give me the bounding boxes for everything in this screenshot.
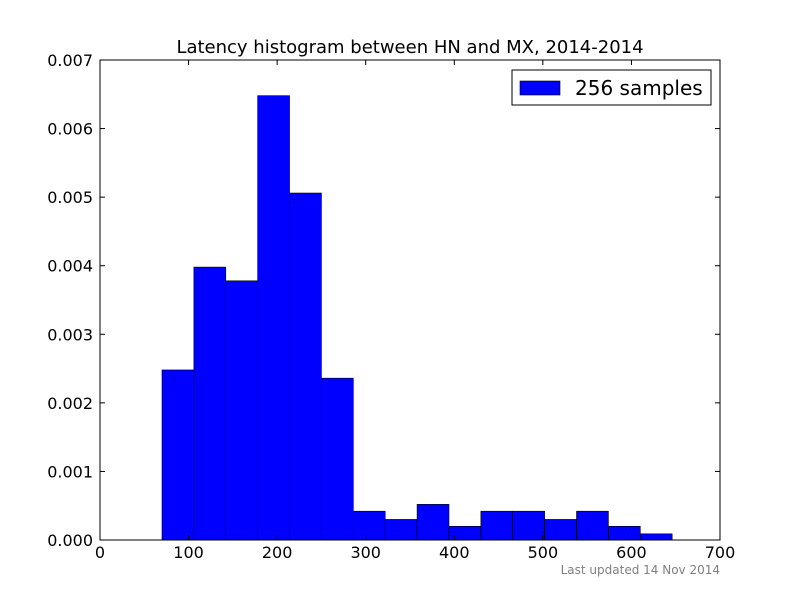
histogram-bar xyxy=(608,525,641,541)
y-tick-label: 0.007 xyxy=(47,51,93,70)
y-tick-label: 0.005 xyxy=(47,188,93,207)
x-tick-label: 0 xyxy=(95,543,105,562)
x-tick-label: 400 xyxy=(439,543,470,562)
y-tick-label: 0.000 xyxy=(47,531,93,550)
histogram-bar xyxy=(544,519,577,541)
legend-swatch xyxy=(519,80,561,96)
histogram-bar xyxy=(193,266,227,541)
legend-label: 256 samples xyxy=(575,76,703,100)
y-tick-label: 0.001 xyxy=(47,462,93,481)
x-tick-label: 500 xyxy=(528,543,559,562)
histogram-bar xyxy=(639,533,673,541)
histogram-bar xyxy=(321,377,354,541)
y-tick-label: 0.003 xyxy=(47,325,93,344)
histogram-bar xyxy=(353,510,386,541)
histogram-bar xyxy=(480,510,514,541)
histogram-bar xyxy=(512,510,545,541)
x-tick-label: 200 xyxy=(262,543,293,562)
histogram-bar xyxy=(576,510,609,541)
legend: 256 samples xyxy=(511,69,712,106)
chart-title: Latency histogram between HN and MX, 201… xyxy=(176,37,643,58)
x-tick-label: 100 xyxy=(173,543,204,562)
last-updated-note: Last updated 14 Nov 2014 xyxy=(561,563,720,577)
histogram-bar xyxy=(416,504,450,541)
histogram-bar xyxy=(448,525,482,541)
y-tick-label: 0.002 xyxy=(47,394,93,413)
x-tick-label: 600 xyxy=(616,543,647,562)
histogram-bar xyxy=(257,95,290,541)
histogram-bar xyxy=(384,519,418,541)
y-tick-label: 0.004 xyxy=(47,257,93,276)
x-tick-label: 700 xyxy=(705,543,736,562)
y-tick-label: 0.006 xyxy=(47,120,93,139)
plot-frame xyxy=(99,59,721,541)
histogram-bar xyxy=(289,192,322,541)
x-tick-label: 300 xyxy=(350,543,381,562)
histogram-bar xyxy=(161,369,195,541)
histogram-bar xyxy=(225,280,258,541)
